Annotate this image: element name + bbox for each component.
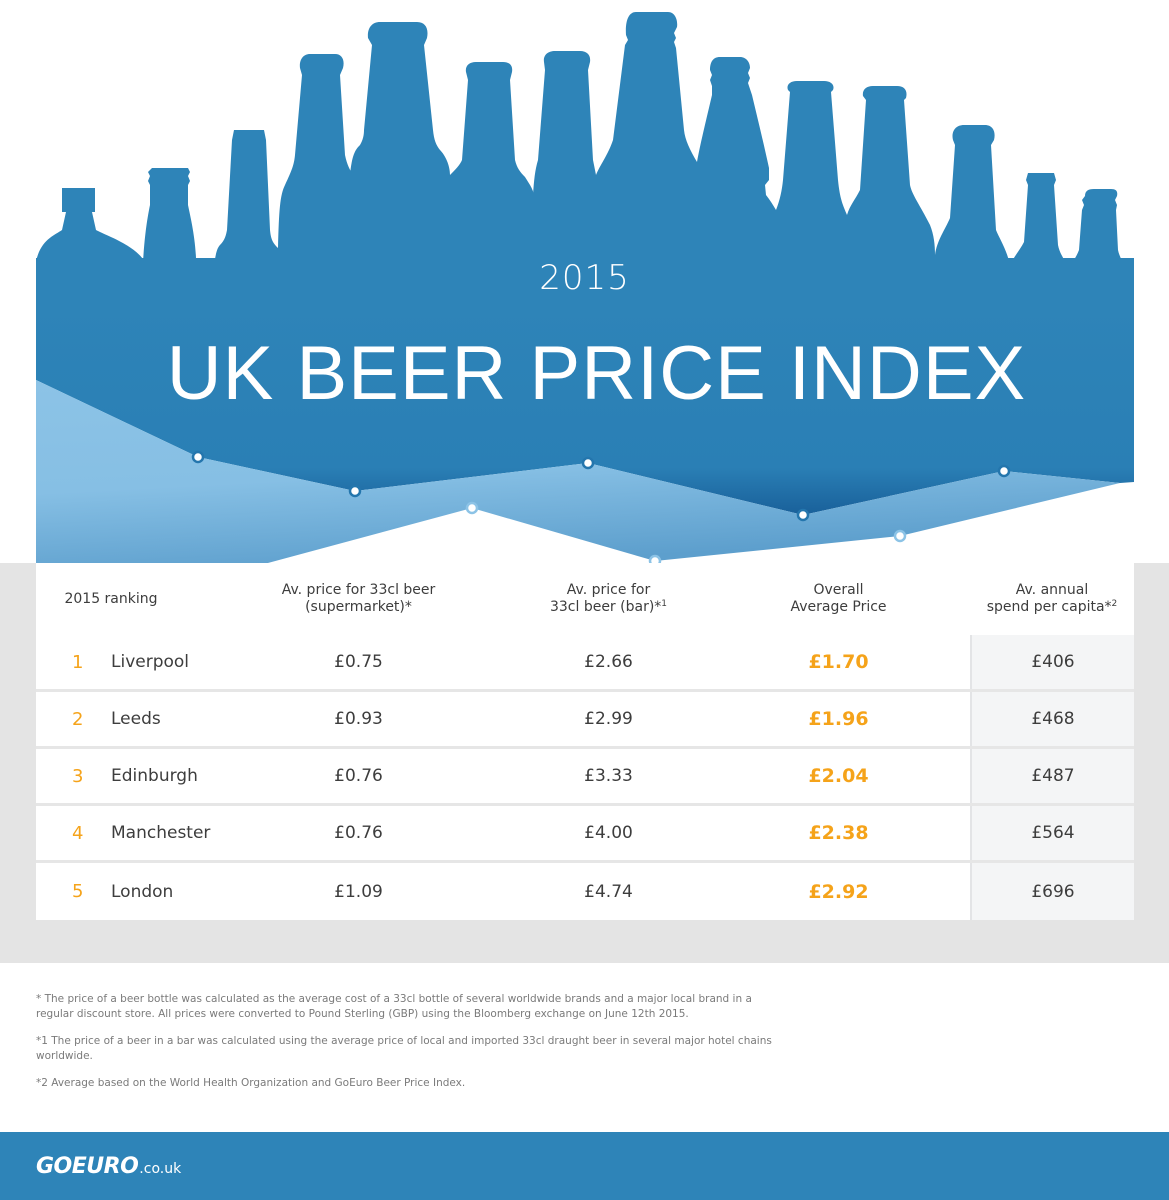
supermarket-price-cell: £0.76 xyxy=(334,766,383,786)
footnotes: * The price of a beer bottle was calcula… xyxy=(36,992,776,1103)
lower-series-points xyxy=(235,501,907,577)
annual-spend-cell: £487 xyxy=(970,749,1134,803)
header-supermarket-price: Av. price for 33cl beer (supermarket)* xyxy=(281,582,436,615)
table-row: 1 Liverpool £0.75 £2.66 £1.70 £406 xyxy=(36,635,1134,689)
supermarket-price-cell: £0.75 xyxy=(334,652,383,672)
overall-price-cell: £1.96 xyxy=(808,708,869,730)
city-cell: Manchester xyxy=(111,823,211,843)
annual-spend-cell: £406 xyxy=(970,635,1134,689)
hero-year: 2015 xyxy=(539,258,630,298)
table-row: 2 Leeds £0.93 £2.99 £1.96 £468 xyxy=(36,692,1134,746)
supermarket-price-cell: £0.93 xyxy=(334,709,383,729)
rank-cell: 4 xyxy=(72,822,84,844)
goeuro-logo[interactable]: GOEURO .co.uk xyxy=(36,1154,181,1179)
overall-price-cell: £2.38 xyxy=(808,822,869,844)
footer-bar: GOEURO .co.uk xyxy=(0,1132,1169,1200)
logo-domain: .co.uk xyxy=(139,1161,182,1177)
city-cell: Edinburgh xyxy=(111,766,198,786)
light-area-series xyxy=(36,380,1120,570)
supermarket-price-cell: £1.09 xyxy=(334,881,383,902)
overall-price-cell: £2.92 xyxy=(808,880,869,903)
dark-area-series xyxy=(36,300,1134,515)
rank-cell: 1 xyxy=(72,651,84,673)
bar-price-cell: £2.66 xyxy=(584,652,633,672)
logo-wordmark: GOEURO xyxy=(36,1154,139,1179)
overall-price-cell: £1.70 xyxy=(808,651,869,673)
header-annual-spend: Av. annual spend per capita*2 xyxy=(986,582,1118,615)
rank-cell: 3 xyxy=(72,765,84,787)
rank-cell: 2 xyxy=(72,708,84,730)
bar-price-cell: £4.00 xyxy=(584,823,633,843)
overall-price-cell: £2.04 xyxy=(808,765,869,787)
bar-price-cell: £2.99 xyxy=(584,709,633,729)
header-overall-average: Overall Average Price xyxy=(790,582,887,615)
page-title: UK BEER PRICE INDEX xyxy=(166,331,1027,416)
bar-price-cell: £4.74 xyxy=(584,881,633,902)
annual-spend-cell: £696 xyxy=(970,863,1134,920)
upper-series-points xyxy=(191,450,1011,522)
supermarket-price-cell: £0.76 xyxy=(334,823,383,843)
bottles-icon xyxy=(36,12,1134,318)
footnote-spend: *2 Average based on the World Health Org… xyxy=(36,1077,466,1089)
table-row: 4 Manchester £0.76 £4.00 £2.38 £564 xyxy=(36,806,1134,860)
header-bar-price: Av. price for 33cl beer (bar)*1 xyxy=(549,582,668,615)
bottle-skyline-illustration xyxy=(36,12,1134,577)
table-header: 2015 ranking Av. price for 33cl beer (sup… xyxy=(36,563,1134,635)
header-ranking: 2015 ranking xyxy=(64,590,158,607)
city-cell: Leeds xyxy=(111,709,161,729)
annual-spend-cell: £468 xyxy=(970,692,1134,746)
beer-price-table: 2015 ranking Av. price for 33cl beer (sup… xyxy=(36,563,1134,920)
footnote-bar: *1 The price of a beer in a bar was calc… xyxy=(36,1035,772,1062)
bar-price-cell: £3.33 xyxy=(584,766,633,786)
city-cell: Liverpool xyxy=(111,652,190,672)
hero-banner: 2015 UK BEER PRICE INDEX xyxy=(0,0,1169,580)
city-cell: London xyxy=(111,881,174,902)
table-row: 5 London £1.09 £4.74 £2.92 £696 xyxy=(36,863,1134,920)
annual-spend-cell: £564 xyxy=(970,806,1134,860)
table-row: 3 Edinburgh £0.76 £3.33 £2.04 £487 xyxy=(36,749,1134,803)
rank-cell: 5 xyxy=(72,881,84,902)
footnote-supermarket: * The price of a beer bottle was calcula… xyxy=(36,993,752,1020)
